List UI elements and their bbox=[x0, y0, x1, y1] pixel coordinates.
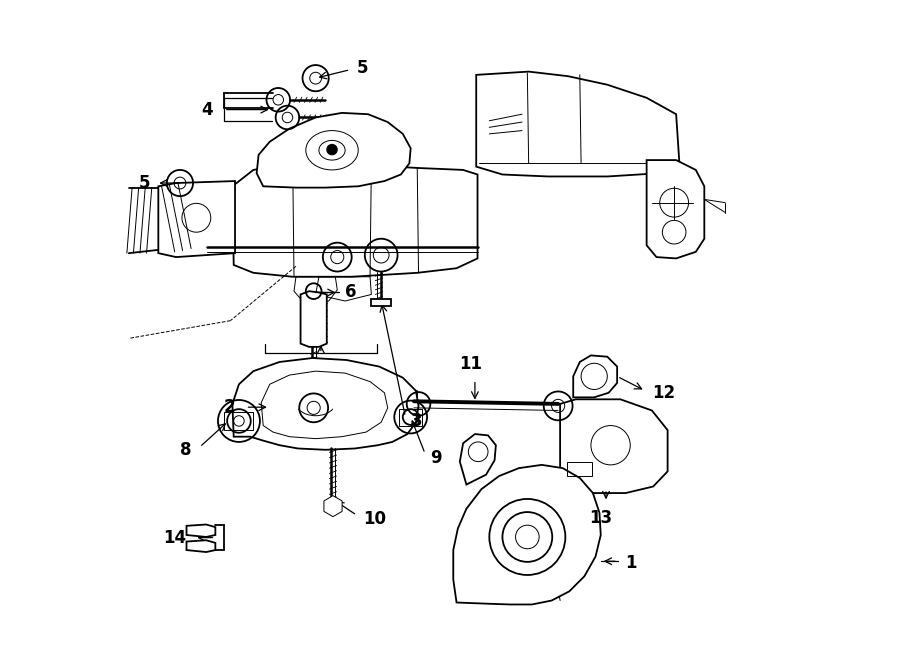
Polygon shape bbox=[158, 181, 235, 257]
Text: 13: 13 bbox=[590, 509, 612, 527]
Polygon shape bbox=[256, 113, 410, 188]
Polygon shape bbox=[186, 525, 215, 537]
Text: 3: 3 bbox=[410, 412, 422, 430]
Polygon shape bbox=[372, 299, 391, 305]
Text: 2: 2 bbox=[223, 398, 235, 416]
Polygon shape bbox=[460, 434, 496, 485]
Polygon shape bbox=[324, 496, 342, 517]
Text: 12: 12 bbox=[652, 384, 675, 402]
Polygon shape bbox=[232, 163, 478, 277]
Text: 6: 6 bbox=[345, 284, 356, 301]
Text: 8: 8 bbox=[180, 441, 191, 459]
Bar bbox=[399, 409, 422, 426]
Text: 9: 9 bbox=[430, 449, 442, 467]
Polygon shape bbox=[573, 356, 617, 397]
Text: 11: 11 bbox=[460, 355, 482, 373]
Polygon shape bbox=[454, 465, 601, 604]
Polygon shape bbox=[301, 292, 327, 347]
Text: 5: 5 bbox=[357, 59, 368, 77]
Text: 1: 1 bbox=[626, 554, 637, 572]
Text: 14: 14 bbox=[164, 529, 186, 547]
Bar bbox=[224, 412, 254, 430]
Text: 4: 4 bbox=[201, 100, 212, 118]
Bar bbox=[567, 461, 591, 476]
Polygon shape bbox=[186, 540, 215, 552]
Polygon shape bbox=[646, 160, 705, 258]
Text: 10: 10 bbox=[364, 510, 386, 528]
Polygon shape bbox=[232, 358, 418, 449]
Text: 5: 5 bbox=[139, 174, 149, 192]
Polygon shape bbox=[560, 399, 668, 493]
Text: 7: 7 bbox=[311, 318, 323, 336]
Circle shape bbox=[327, 144, 338, 155]
